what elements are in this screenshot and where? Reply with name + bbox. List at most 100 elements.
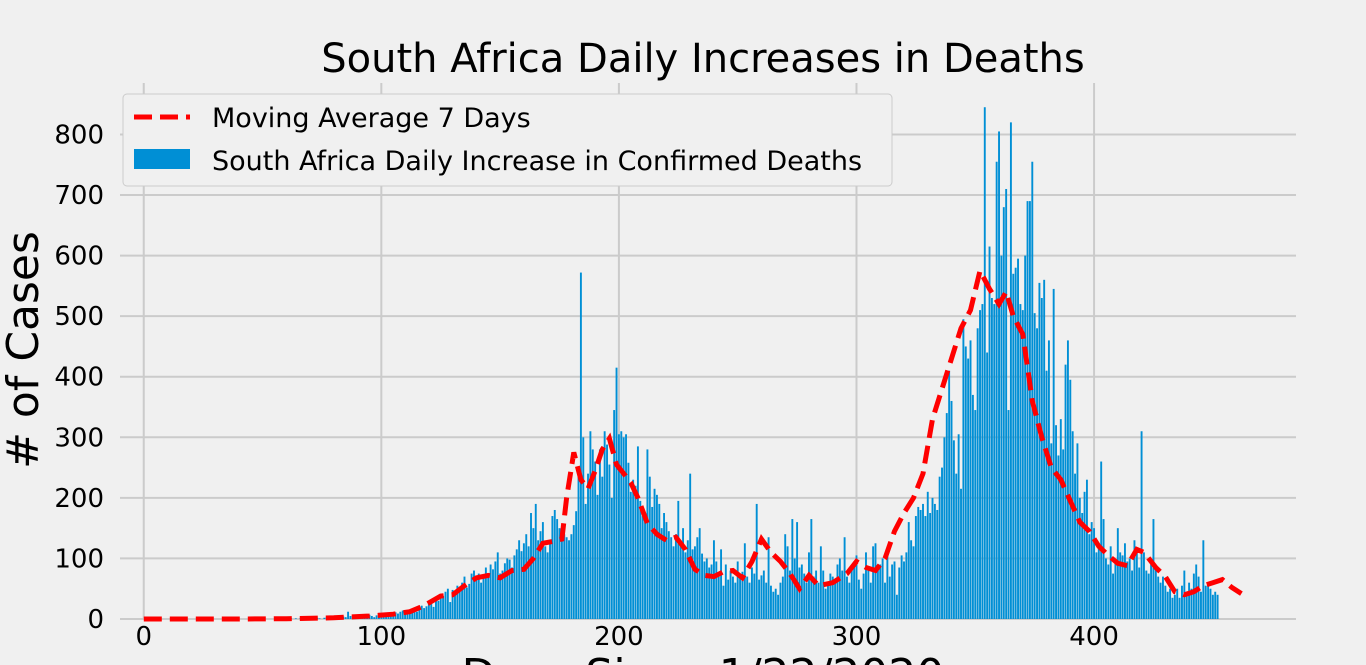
bar: [907, 522, 910, 619]
bar: [1154, 567, 1157, 619]
bar: [933, 503, 936, 619]
bar: [1009, 122, 1012, 619]
bar: [898, 567, 901, 619]
bar: [715, 561, 718, 619]
bar: [1097, 543, 1100, 619]
legend-bar-label: South Africa Daily Increase in Confirmed…: [212, 146, 862, 177]
bar: [964, 346, 967, 619]
bar: [432, 606, 435, 619]
bar: [784, 534, 787, 619]
bar: [974, 410, 977, 619]
bar: [1200, 591, 1202, 619]
bar: [1123, 543, 1126, 619]
bar: [1102, 519, 1105, 619]
bar: [983, 107, 986, 620]
bar: [1197, 576, 1200, 619]
bar: [1159, 582, 1162, 619]
bar: [1052, 288, 1055, 619]
bar: [857, 579, 860, 619]
bar: [988, 246, 991, 619]
y-tick-label: 600: [54, 242, 104, 272]
bar: [969, 340, 972, 619]
bar: [1085, 479, 1088, 619]
bar: [1090, 522, 1093, 619]
bar: [1188, 582, 1191, 619]
y-tick-labels: 0 100 200 300 400 500 600 700 800: [54, 120, 104, 635]
bar: [515, 549, 518, 619]
bar: [601, 476, 604, 619]
bar: [1036, 328, 1038, 619]
bar: [520, 551, 523, 619]
bar: [1026, 201, 1029, 620]
bar: [608, 464, 611, 619]
bar: [582, 437, 585, 619]
bar: [717, 576, 720, 619]
x-tick-labels: 0 100 200 300 400: [135, 622, 1118, 652]
bar: [404, 613, 407, 619]
bar: [530, 513, 532, 619]
bar: [962, 319, 965, 619]
bar: [981, 304, 984, 619]
bar: [903, 561, 905, 619]
bar: [401, 610, 404, 619]
bar: [1169, 588, 1172, 619]
bar: [1083, 491, 1086, 619]
bar: [663, 513, 665, 619]
bar: [1143, 552, 1145, 619]
bar: [722, 585, 725, 619]
bar: [824, 588, 827, 619]
bar: [967, 358, 970, 619]
bar: [905, 552, 908, 619]
bar: [774, 588, 777, 619]
bar: [850, 567, 853, 619]
bar: [584, 503, 587, 619]
bar: [874, 543, 877, 619]
bar: [1078, 497, 1081, 619]
bar: [606, 444, 608, 619]
bar: [449, 602, 452, 619]
bar: [1209, 588, 1212, 619]
bar: [506, 558, 509, 619]
bar: [793, 558, 796, 619]
bar: [534, 503, 537, 619]
bar: [912, 546, 915, 619]
bar: [613, 410, 616, 619]
bar: [746, 576, 749, 619]
bar: [938, 476, 941, 619]
bar: [454, 593, 456, 619]
bar: [990, 298, 993, 619]
bar: [525, 534, 528, 619]
bar: [1012, 273, 1015, 619]
legend: Moving Average 7 Days South Africa Daily…: [122, 93, 893, 187]
bar: [503, 563, 506, 619]
bar: [957, 434, 960, 619]
bar: [456, 585, 459, 619]
bar: [473, 570, 475, 619]
bar: [442, 595, 445, 619]
bar: [1214, 591, 1217, 619]
bar: [508, 559, 511, 619]
bar: [1064, 364, 1067, 619]
bar: [919, 509, 922, 619]
bar: [998, 131, 1000, 620]
bar: [926, 491, 929, 619]
bar: [1133, 540, 1136, 619]
bar: [487, 576, 490, 619]
bar: [834, 579, 837, 619]
bar: [867, 567, 870, 619]
bar-series: [282, 107, 1219, 620]
bar: [587, 473, 589, 619]
bar: [741, 571, 744, 619]
bar: [560, 529, 563, 619]
bar: [475, 579, 478, 619]
bar: [710, 564, 713, 619]
bar: [843, 537, 846, 619]
bar: [815, 570, 818, 619]
bar: [1007, 410, 1010, 619]
bar: [914, 516, 917, 619]
bar: [399, 611, 402, 619]
bar: [760, 575, 763, 619]
bar: [598, 449, 601, 619]
bar: [701, 553, 704, 619]
bar: [408, 609, 411, 619]
